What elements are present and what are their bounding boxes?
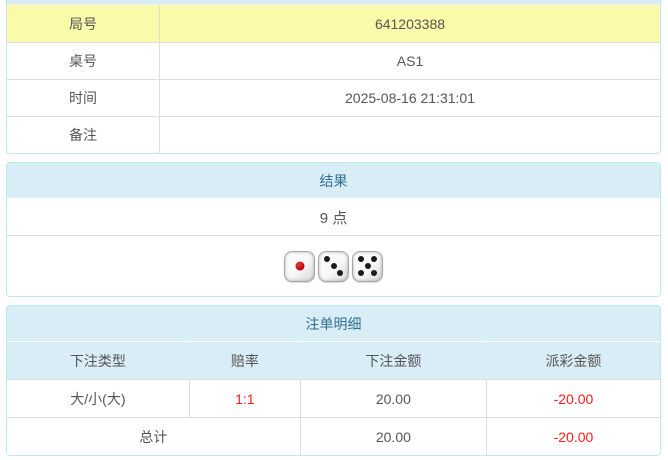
time-value: 2025-08-16 21:31:01 bbox=[345, 90, 475, 106]
total-payout-amount: -20.00 bbox=[553, 428, 594, 445]
time-label: 时间 bbox=[7, 80, 160, 116]
column-header-bet-amount: 下注金额 bbox=[301, 342, 487, 379]
round-info-header-stub bbox=[7, 0, 660, 5]
round-number-value: 641203388 bbox=[374, 15, 446, 32]
bet-amount-value: 20.00 bbox=[301, 380, 487, 417]
round-number-label: 局号 bbox=[7, 5, 160, 42]
table-number-value: AS1 bbox=[396, 53, 424, 69]
column-header-payout-amount: 派彩金额 bbox=[545, 352, 602, 369]
result-panel-title: 结果 bbox=[7, 163, 660, 199]
die-2-icon bbox=[318, 250, 349, 282]
bet-row: 大/小(大) 1:1 20.00 -20.00 bbox=[7, 379, 660, 417]
die-3-icon bbox=[352, 250, 383, 282]
remark-label: 备注 bbox=[7, 117, 160, 153]
total-bet-amount: 20.00 bbox=[301, 418, 487, 455]
result-panel: 结果 9 点 bbox=[6, 162, 661, 297]
bet-details-title: 注单明细 bbox=[7, 306, 660, 342]
bet-table-header: 下注类型 赔率 下注金额 派彩金额 bbox=[7, 342, 660, 379]
round-info-panel: 局号 641203388 桌号 AS1 时间 2025-08-16 21:31:… bbox=[6, 0, 661, 154]
total-label: 总计 bbox=[7, 418, 301, 455]
table-number-label: 桌号 bbox=[7, 43, 160, 79]
column-header-odds: 赔率 bbox=[190, 342, 301, 379]
odds-value: 1:1 bbox=[190, 380, 301, 417]
die-1-icon bbox=[284, 250, 315, 282]
remark-row: 备注 bbox=[7, 116, 660, 153]
total-row: 总计 20.00 -20.00 bbox=[7, 417, 660, 455]
table-number-row: 桌号 AS1 bbox=[7, 42, 660, 79]
column-header-bet-type: 下注类型 bbox=[7, 342, 190, 379]
remark-value bbox=[160, 117, 660, 153]
bet-type-value: 大/小(大) bbox=[7, 380, 190, 417]
round-number-row: 局号 641203388 bbox=[7, 5, 660, 42]
dice-row bbox=[7, 236, 660, 296]
payout-amount-value: -20.00 bbox=[553, 390, 594, 407]
result-points: 9 点 bbox=[7, 199, 660, 236]
bet-details-panel: 注单明细 下注类型 赔率 下注金额 派彩金额 大/小(大) 1:1 20.00 … bbox=[6, 305, 661, 456]
time-row: 时间 2025-08-16 21:31:01 bbox=[7, 79, 660, 116]
